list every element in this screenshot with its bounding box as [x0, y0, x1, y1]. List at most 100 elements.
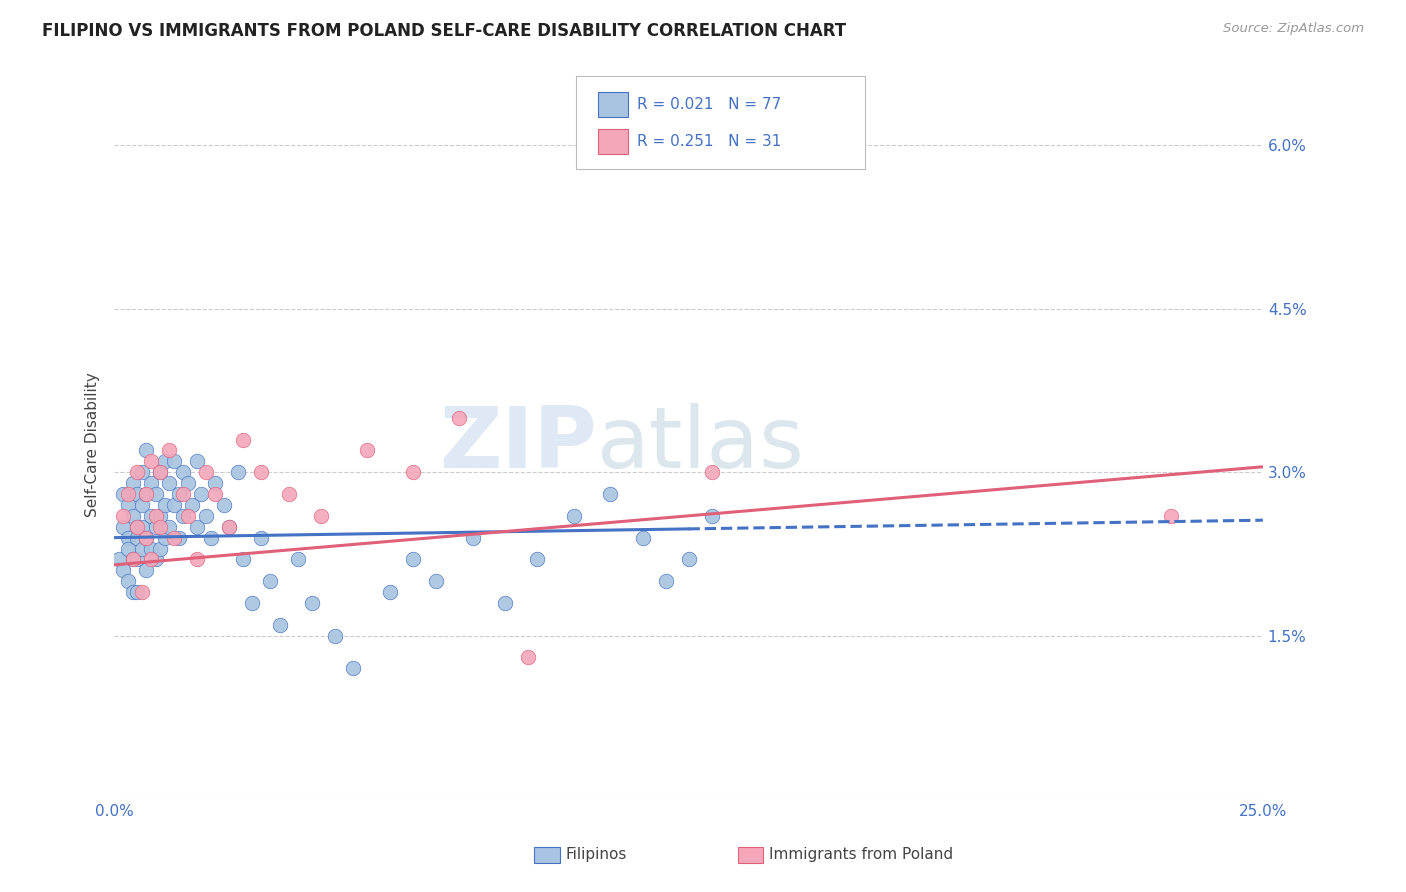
Point — [402, 552, 425, 566]
Point — [145, 552, 167, 566]
Point — [599, 487, 621, 501]
Point — [163, 454, 186, 468]
Point — [447, 410, 470, 425]
Point — [117, 498, 139, 512]
Text: R = 0.251   N = 31: R = 0.251 N = 31 — [637, 135, 782, 149]
Point — [195, 508, 218, 523]
Point — [562, 508, 585, 523]
Point — [232, 433, 254, 447]
Point — [172, 465, 194, 479]
Point — [135, 487, 157, 501]
Point — [654, 574, 676, 589]
Point — [1160, 508, 1182, 523]
Point — [200, 531, 222, 545]
Point — [516, 650, 538, 665]
Point — [526, 552, 548, 566]
Point — [153, 498, 176, 512]
Point — [127, 519, 149, 533]
Point — [186, 552, 208, 566]
Point — [117, 531, 139, 545]
Text: atlas: atlas — [596, 403, 804, 486]
Point — [269, 617, 291, 632]
Point — [131, 585, 153, 599]
Point — [167, 487, 190, 501]
Point — [195, 465, 218, 479]
Point — [127, 519, 149, 533]
Point — [163, 531, 186, 545]
Point — [218, 519, 240, 533]
Point — [131, 498, 153, 512]
Point — [131, 519, 153, 533]
Point — [117, 541, 139, 556]
Point — [163, 498, 186, 512]
Point — [186, 454, 208, 468]
Point — [145, 519, 167, 533]
Point — [240, 596, 263, 610]
Point — [323, 629, 346, 643]
Point — [186, 519, 208, 533]
Point — [117, 574, 139, 589]
Point — [149, 508, 172, 523]
Point — [232, 552, 254, 566]
Point — [121, 476, 143, 491]
Point — [135, 563, 157, 577]
Point — [149, 465, 172, 479]
Point — [149, 465, 172, 479]
Point — [678, 552, 700, 566]
Point — [250, 531, 273, 545]
Point — [127, 465, 149, 479]
Point — [342, 661, 364, 675]
Point — [157, 476, 180, 491]
Point — [145, 487, 167, 501]
Point — [157, 443, 180, 458]
Point — [117, 487, 139, 501]
Point — [287, 552, 309, 566]
Text: Source: ZipAtlas.com: Source: ZipAtlas.com — [1223, 22, 1364, 36]
Point — [135, 531, 157, 545]
Point — [121, 585, 143, 599]
Text: FILIPINO VS IMMIGRANTS FROM POLAND SELF-CARE DISABILITY CORRELATION CHART: FILIPINO VS IMMIGRANTS FROM POLAND SELF-… — [42, 22, 846, 40]
Point — [309, 508, 332, 523]
Point — [127, 585, 149, 599]
Point — [153, 531, 176, 545]
Point — [131, 465, 153, 479]
Point — [190, 487, 212, 501]
Point — [181, 498, 204, 512]
Point — [631, 531, 654, 545]
Point — [139, 541, 162, 556]
Text: ZIP: ZIP — [439, 403, 596, 486]
Point — [139, 552, 162, 566]
Point — [135, 531, 157, 545]
Point — [139, 508, 162, 523]
Point — [494, 596, 516, 610]
Point — [127, 487, 149, 501]
Point — [700, 508, 723, 523]
Point — [172, 487, 194, 501]
Point — [149, 541, 172, 556]
Point — [259, 574, 281, 589]
Point — [378, 585, 401, 599]
Point — [157, 519, 180, 533]
Y-axis label: Self-Care Disability: Self-Care Disability — [86, 373, 100, 517]
Point — [214, 498, 236, 512]
Point — [112, 519, 135, 533]
Point — [172, 508, 194, 523]
Point — [204, 487, 226, 501]
Point — [121, 508, 143, 523]
Point — [218, 519, 240, 533]
Point — [204, 476, 226, 491]
Point — [131, 541, 153, 556]
Text: R = 0.021   N = 77: R = 0.021 N = 77 — [637, 97, 782, 112]
Point — [301, 596, 323, 610]
Point — [127, 552, 149, 566]
Point — [127, 531, 149, 545]
Point — [135, 443, 157, 458]
Point — [356, 443, 378, 458]
Point — [145, 508, 167, 523]
Text: Filipinos: Filipinos — [565, 847, 627, 862]
Point — [425, 574, 447, 589]
Point — [139, 476, 162, 491]
Point — [139, 454, 162, 468]
Text: Immigrants from Poland: Immigrants from Poland — [769, 847, 953, 862]
Point — [107, 552, 129, 566]
